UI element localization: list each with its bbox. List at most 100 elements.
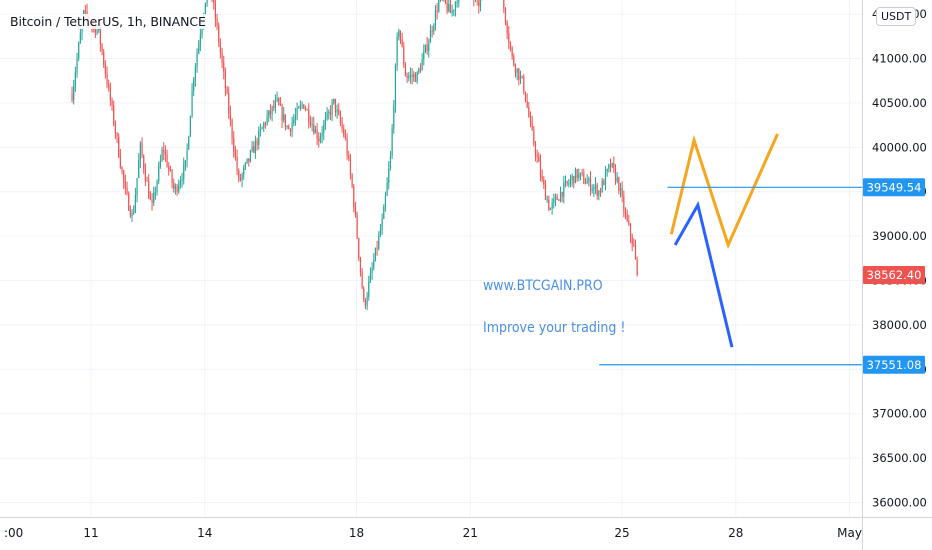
candle-body: [373, 260, 375, 269]
candle-body: [596, 184, 598, 196]
candle-body: [319, 136, 322, 142]
candle-body: [111, 100, 113, 106]
candle-body: [561, 192, 563, 197]
candle-body: [564, 181, 567, 183]
candle-body: [323, 124, 325, 134]
candle-body: [116, 132, 118, 137]
candle-body: [583, 173, 585, 184]
candle-body: [296, 108, 298, 116]
candle-body: [103, 51, 105, 65]
candle-body: [284, 114, 287, 127]
candle-body: [388, 168, 390, 183]
candle-body: [574, 169, 577, 184]
candle-body: [506, 22, 508, 34]
candle-body: [236, 156, 238, 171]
candle-body: [613, 163, 615, 169]
candle-body: [394, 65, 397, 107]
candle-body: [544, 184, 547, 200]
candle-body: [423, 51, 425, 60]
candle-body: [149, 198, 151, 201]
candle-body: [631, 236, 633, 245]
candle-body: [308, 109, 310, 122]
candle-body: [444, 0, 447, 3]
candle-body: [576, 169, 578, 178]
candle-body: [104, 64, 106, 74]
price-label: 39549.54: [867, 180, 922, 194]
candle-body: [169, 169, 171, 171]
candle-body: [456, 1, 458, 3]
candle-body: [324, 118, 327, 125]
candle-body: [531, 121, 533, 130]
candle-body: [316, 129, 318, 140]
candle-body: [221, 52, 223, 63]
candle-body: [126, 187, 128, 194]
candle-body: [431, 30, 433, 32]
candle-body: [353, 186, 355, 208]
candle-body: [248, 158, 250, 162]
candle-body: [84, 10, 86, 12]
candle-body: [528, 107, 530, 117]
candle-body: [338, 109, 340, 115]
candle-body: [348, 155, 350, 159]
candle-body: [548, 199, 550, 210]
candle-body: [249, 150, 252, 162]
candle-body: [328, 111, 330, 113]
candle-body: [556, 196, 558, 200]
candle-body: [139, 142, 141, 161]
candle-body: [234, 151, 237, 157]
candle-body: [368, 282, 370, 297]
price-label-box: [863, 355, 925, 374]
chart-title: Bitcoin / TetherUS, 1h, BINANCE: [8, 14, 208, 29]
candle-body: [138, 160, 140, 178]
candle-body: [584, 183, 587, 185]
candle-body: [298, 107, 300, 109]
candle-body: [511, 48, 513, 57]
candle-body: [606, 169, 608, 172]
candle-body: [581, 172, 583, 174]
candle-body: [568, 183, 570, 185]
candle-body: [184, 160, 186, 165]
candle-body: [106, 73, 108, 85]
candle-body: [399, 30, 402, 40]
candle-body: [318, 139, 320, 142]
candle-body: [364, 299, 367, 306]
candle-body: [384, 195, 387, 207]
candle-body: [371, 268, 373, 273]
candle-body: [148, 181, 150, 199]
candle-body: [351, 174, 353, 187]
candle-body: [201, 24, 203, 35]
candle-body: [629, 224, 632, 237]
candle-body: [231, 120, 233, 139]
candle-body: [101, 44, 103, 52]
candle-body: [174, 186, 176, 189]
currency-badge[interactable]: USDT: [876, 7, 917, 26]
candle-body: [123, 170, 125, 182]
candle-body: [558, 199, 560, 201]
candle-body: [378, 235, 380, 249]
candle-body: [379, 230, 382, 236]
candle-body: [553, 198, 555, 203]
candle-body: [604, 171, 607, 186]
candle-body: [404, 64, 407, 77]
candle-body: [391, 128, 393, 156]
candle-body: [398, 30, 400, 37]
candle-body: [416, 72, 418, 82]
candle-body: [244, 162, 247, 168]
candle-body: [219, 42, 222, 53]
candle-body: [153, 192, 155, 203]
candle-body: [183, 164, 185, 180]
candle-body: [191, 90, 193, 117]
candle-body: [503, 0, 505, 9]
candle-body: [283, 114, 285, 121]
candle-body: [263, 123, 265, 128]
candle-body: [569, 179, 572, 184]
candle-body: [313, 124, 315, 134]
candle-body: [428, 42, 430, 51]
x-tick-label: 11: [83, 526, 98, 540]
candle-body: [453, 9, 455, 12]
candle-body: [346, 138, 348, 156]
candle-body: [271, 106, 273, 115]
candle-body: [628, 220, 630, 225]
candle-body: [303, 104, 305, 109]
